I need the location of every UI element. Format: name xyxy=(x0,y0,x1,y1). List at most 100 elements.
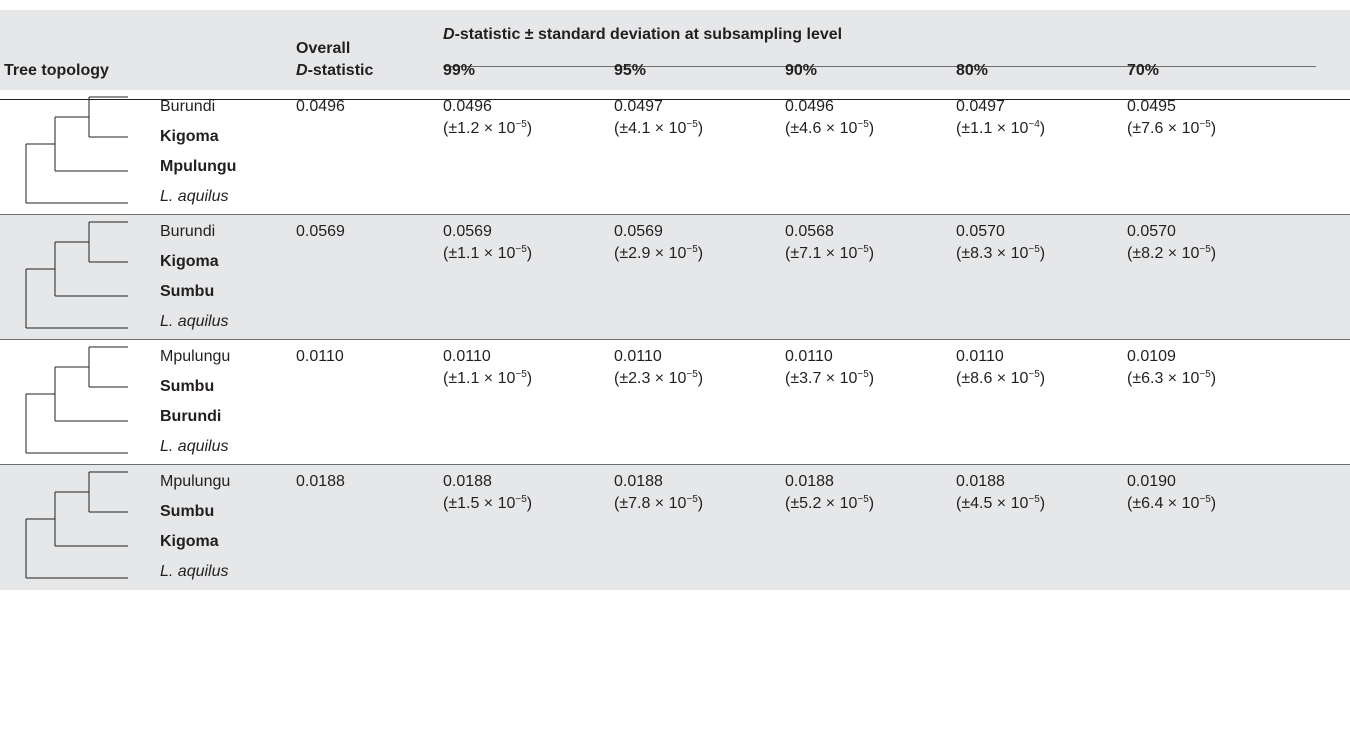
sd-mantissa: (±6.3 × 10 xyxy=(1127,370,1200,387)
subsample-sd-value: (±1.5 × 10−5) xyxy=(443,494,532,514)
header-span-d: D xyxy=(443,26,455,43)
subsample-d-value: 0.0110 xyxy=(785,348,833,365)
taxon-label: Burundi xyxy=(160,408,222,425)
sd-mantissa: (±1.1 × 10 xyxy=(443,370,516,387)
sd-exponent: −5 xyxy=(686,244,698,255)
sd-mantissa: (±2.3 × 10 xyxy=(614,370,687,387)
sd-close: ) xyxy=(697,495,704,512)
subsample-sd-value: (±6.3 × 10−5) xyxy=(1127,369,1216,389)
sd-close: ) xyxy=(1039,495,1046,512)
sd-exponent: −5 xyxy=(686,369,698,380)
sd-mantissa: (±7.8 × 10 xyxy=(614,495,687,512)
overall-d-value: 0.0110 xyxy=(296,348,344,365)
subsample-sd-value: (±1.1 × 10−5) xyxy=(443,244,532,264)
subsample-d-value: 0.0570 xyxy=(1127,223,1176,240)
taxon-label: Burundi xyxy=(160,98,216,115)
sd-mantissa: (±7.1 × 10 xyxy=(785,245,858,262)
sd-close: ) xyxy=(526,120,533,137)
overall-d-value: 0.0188 xyxy=(296,473,345,490)
sd-exponent: −5 xyxy=(857,244,869,255)
sd-mantissa: (±1.5 × 10 xyxy=(443,495,516,512)
sd-close: ) xyxy=(1210,370,1217,387)
taxon-label: L. aquilus xyxy=(160,188,229,205)
sd-mantissa: (±6.4 × 10 xyxy=(1127,495,1200,512)
sd-mantissa: (±3.7 × 10 xyxy=(785,370,858,387)
subsample-sd-value: (±2.3 × 10−5) xyxy=(614,369,703,389)
subsample-d-value: 0.0497 xyxy=(956,98,1005,115)
header-span-title: D-statistic ± standard deviation at subs… xyxy=(443,25,842,45)
sd-close: ) xyxy=(697,245,704,262)
subsample-d-value: 0.0110 xyxy=(614,348,662,365)
sd-exponent: −5 xyxy=(1028,244,1040,255)
sd-exponent: −5 xyxy=(1199,119,1211,130)
sd-exponent: −5 xyxy=(686,119,698,130)
subsample-sd-value: (±6.4 × 10−5) xyxy=(1127,494,1216,514)
subsample-d-value: 0.0496 xyxy=(785,98,834,115)
header-tree-topology: Tree topology xyxy=(4,62,109,79)
subsample-sd-value: (±5.2 × 10−5) xyxy=(785,494,874,514)
header-level-99: 99% xyxy=(443,62,476,79)
subsample-d-value: 0.0496 xyxy=(443,98,492,115)
sd-close: ) xyxy=(868,120,875,137)
taxon-label: Burundi xyxy=(160,223,216,240)
sd-exponent: −4 xyxy=(1028,119,1040,130)
sd-close: ) xyxy=(526,245,533,262)
subsample-d-value: 0.0109 xyxy=(1127,348,1176,365)
sd-mantissa: (±1.1 × 10 xyxy=(956,120,1029,137)
sd-exponent: −5 xyxy=(515,119,527,130)
sd-exponent: −5 xyxy=(857,369,869,380)
taxon-label: Sumbu xyxy=(160,283,215,300)
subsample-d-value: 0.0110 xyxy=(956,348,1004,365)
sd-exponent: −5 xyxy=(1028,494,1040,505)
phylogeny-tree-icon xyxy=(25,221,128,329)
table-row: Burundi Kigoma Mpulungu L. aquilus 0.0496 0.0… xyxy=(0,90,1350,215)
subsample-sd-value: (±7.1 × 10−5) xyxy=(785,244,874,264)
subsample-sd-value: (±2.9 × 10−5) xyxy=(614,244,703,264)
sd-exponent: −5 xyxy=(1199,369,1211,380)
row-divider xyxy=(0,214,1350,215)
sd-exponent: −5 xyxy=(857,119,869,130)
header-level-90: 90% xyxy=(785,62,818,79)
subsample-sd-value: (±3.7 × 10−5) xyxy=(785,369,874,389)
subsample-d-value: 0.0497 xyxy=(614,98,663,115)
subsample-sd-value: (±7.8 × 10−5) xyxy=(614,494,703,514)
subsample-d-value: 0.0188 xyxy=(614,473,663,490)
sd-mantissa: (±5.2 × 10 xyxy=(785,495,858,512)
taxon-label: Kigoma xyxy=(160,533,219,550)
table-header: Tree topology Overall D-statistic D-stat… xyxy=(0,10,1350,100)
subsample-sd-value: (±4.1 × 10−5) xyxy=(614,119,703,139)
sd-close: ) xyxy=(868,370,875,387)
subsample-d-value: 0.0110 xyxy=(443,348,491,365)
sd-close: ) xyxy=(1039,370,1046,387)
sd-exponent: −5 xyxy=(515,494,527,505)
sd-mantissa: (±8.2 × 10 xyxy=(1127,245,1200,262)
phylogeny-tree-icon xyxy=(25,96,128,204)
phylogeny-tree-icon xyxy=(25,471,128,579)
taxon-label: Mpulungu xyxy=(160,158,237,175)
sd-exponent: −5 xyxy=(686,494,698,505)
row-divider xyxy=(0,464,1350,465)
subsample-sd-value: (±8.6 × 10−5) xyxy=(956,369,1045,389)
subsample-d-value: 0.0570 xyxy=(956,223,1005,240)
header-span-rest: -statistic ± standard deviation at subsa… xyxy=(454,26,843,43)
sd-close: ) xyxy=(1039,120,1046,137)
taxon-label: Sumbu xyxy=(160,378,215,395)
subsample-d-value: 0.0188 xyxy=(956,473,1005,490)
sd-close: ) xyxy=(526,370,533,387)
sd-close: ) xyxy=(526,495,533,512)
subsample-sd-value: (±4.6 × 10−5) xyxy=(785,119,874,139)
subsample-d-value: 0.0569 xyxy=(443,223,492,240)
sd-mantissa: (±8.6 × 10 xyxy=(956,370,1029,387)
overall-d-value: 0.0569 xyxy=(296,223,345,240)
subsample-sd-value: (±7.6 × 10−5) xyxy=(1127,119,1216,139)
subsample-sd-value: (±1.1 × 10−4) xyxy=(956,119,1045,139)
taxon-label: Mpulungu xyxy=(160,473,231,490)
subsample-d-value: 0.0569 xyxy=(614,223,663,240)
table-row: Burundi Kigoma Sumbu L. aquilus 0.0569 0.0569… xyxy=(0,215,1350,340)
subsample-d-value: 0.0495 xyxy=(1127,98,1176,115)
sd-mantissa: (±8.3 × 10 xyxy=(956,245,1029,262)
subsample-d-value: 0.0188 xyxy=(785,473,834,490)
sd-mantissa: (±1.1 × 10 xyxy=(443,245,516,262)
subsample-sd-value: (±8.2 × 10−5) xyxy=(1127,244,1216,264)
